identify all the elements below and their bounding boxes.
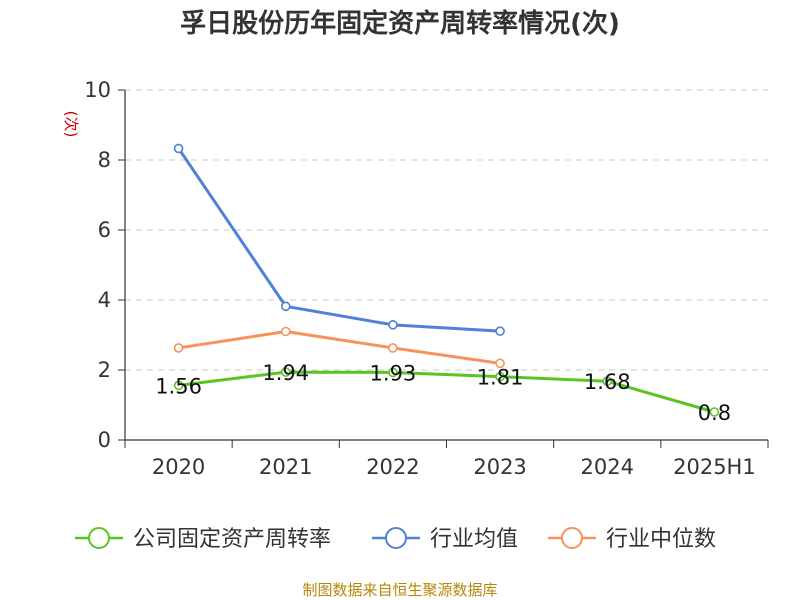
x-tick-label: 2022 (366, 455, 419, 479)
source-note: 制图数据来自恒生聚源数据库 (302, 581, 497, 599)
legend-label: 公司固定资产周转率 (133, 527, 331, 552)
data-point (173, 343, 184, 353)
data-point (280, 326, 291, 337)
y-tick-label: 2 (98, 358, 111, 382)
legend: 公司固定资产周转率 行业均值 行业中位数 (75, 527, 716, 552)
x-tick-label: 2021 (259, 455, 312, 479)
gridlines (125, 89, 768, 371)
legend-marker (561, 527, 583, 549)
data-label: 0.8 (698, 401, 731, 425)
axes: 0 2 4 6 8 10 2020 2021 2022 2023 2024 2025H1 (84, 78, 769, 479)
y-tick-label: 0 (98, 428, 111, 452)
series-group (173, 143, 720, 417)
legend-label: 行业中位数 (606, 527, 716, 552)
y-tick-label: 8 (98, 148, 111, 172)
data-point (280, 367, 291, 377)
y-tick-label: 4 (98, 288, 111, 312)
x-tick-label: 2025H1 (673, 455, 756, 479)
legend-item: 公司固定资产周转率 (75, 527, 331, 552)
data-point (388, 320, 398, 330)
data-label: 1.81 (477, 366, 524, 390)
legend-marker (88, 527, 110, 549)
data-point (495, 358, 505, 369)
series-line (178, 330, 501, 365)
y-tick-label: 10 (84, 78, 111, 102)
data-label: 1.94 (262, 361, 309, 385)
series-line (177, 147, 501, 333)
data-label: 1.56 (155, 374, 202, 398)
data-point (495, 326, 505, 336)
data-point (173, 380, 184, 391)
x-tick-label: 2020 (152, 455, 205, 479)
data-label: 1.68 (584, 370, 631, 394)
data-label: 1.93 (370, 361, 417, 385)
legend-item: 行业中位数 (548, 527, 716, 552)
x-tick-label: 2024 (581, 455, 634, 479)
data-point (388, 367, 398, 378)
chart-title: 孚日股份历年固定资产周转率情况(次) (180, 8, 620, 39)
legend-marker (385, 527, 407, 549)
data-point (388, 343, 398, 353)
data-point (495, 371, 505, 382)
data-point (602, 376, 613, 387)
series-line (178, 370, 715, 414)
y-axis-label: (次) (62, 111, 80, 138)
x-tick-label: 2023 (473, 455, 526, 479)
data-point (709, 407, 720, 417)
y-tick-label: 6 (98, 218, 111, 242)
legend-item: 行业均值 (372, 527, 518, 552)
data-point (280, 301, 291, 312)
data-point (173, 143, 184, 154)
data-labels: 1.56 1.94 1.93 1.81 1.68 0.8 (155, 361, 731, 425)
legend-label: 行业均值 (430, 527, 518, 552)
